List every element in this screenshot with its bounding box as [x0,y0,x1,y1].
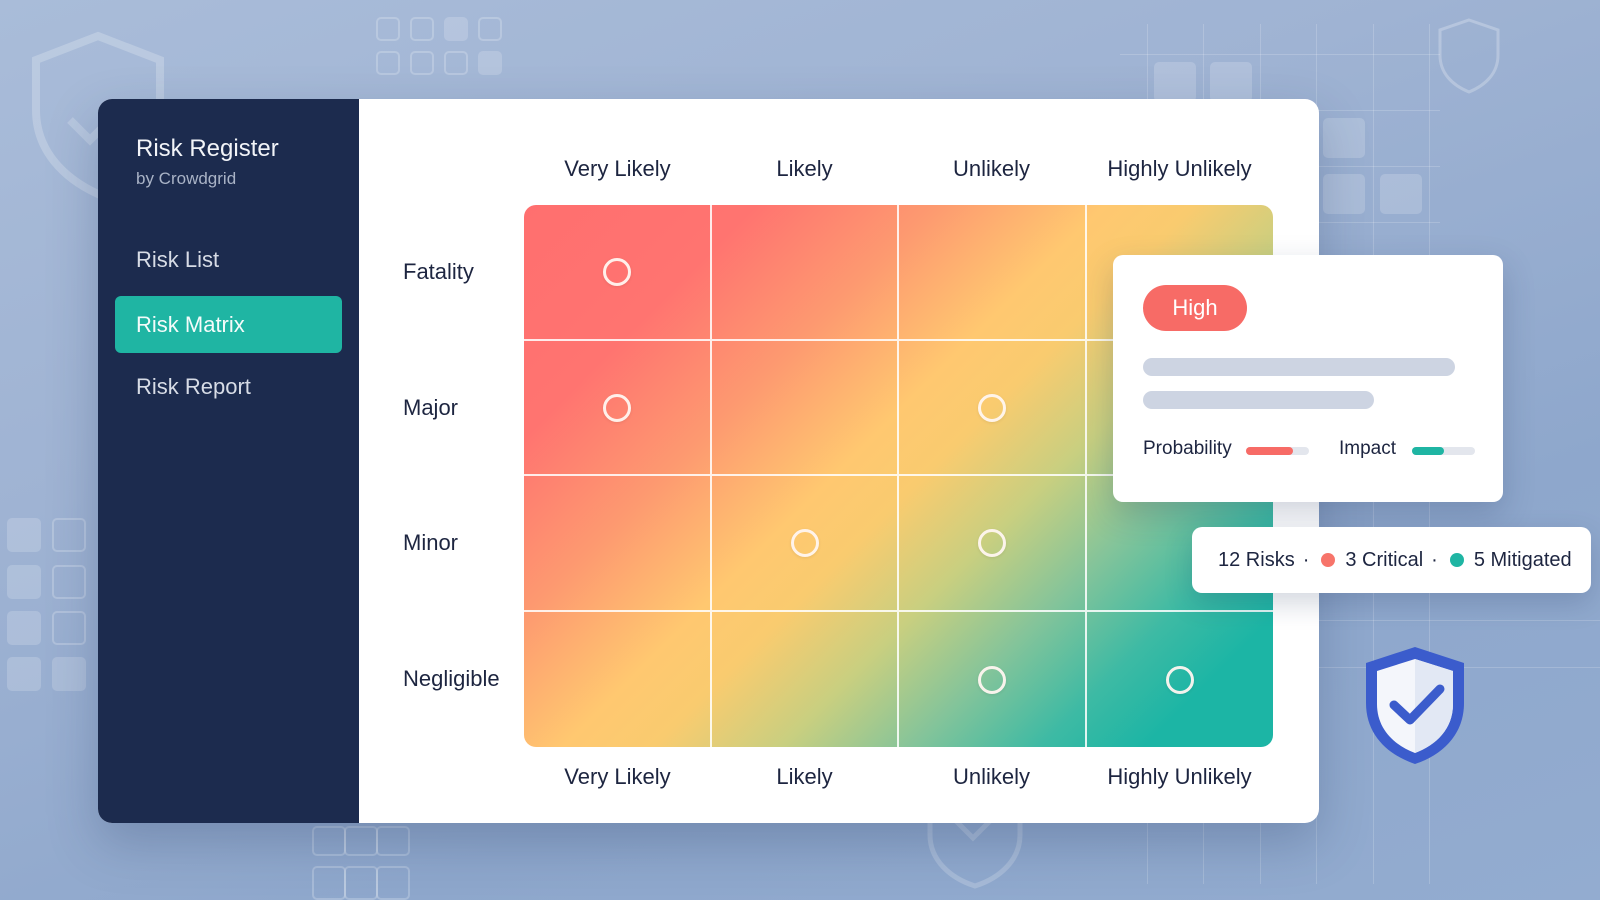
column-footer-highly-unlikely: Highly Unlikely [1107,764,1252,789]
mitigated-count: 5 Mitigated [1473,548,1572,571]
app-subtitle: by Crowdgrid [136,169,237,188]
matrix-cell[interactable] [899,476,1087,612]
risk-summary-card: 12 Risks · 3 Critical · 5 Mitigated [1192,527,1591,593]
row-label-fatality: Fatality [403,259,474,284]
matrix-cell[interactable] [524,612,712,747]
row-label-negligible: Negligible [403,666,500,691]
column-header-unlikely: Unlikely [952,156,1031,181]
probability-label: Probability [1143,438,1232,459]
separator: · [1431,548,1438,571]
app-title: Risk Register [136,135,279,162]
column-footer-unlikely: Unlikely [952,764,1031,789]
app-window: Risk Register by Crowdgrid Risk List Ris… [98,99,1319,823]
column-footer-likely: Likely [776,764,833,789]
matrix-cell[interactable] [712,476,899,612]
row-label-minor: Minor [403,530,459,555]
matrix-cell[interactable] [712,205,899,341]
sidebar-item-risk-report[interactable]: Risk Report [136,374,251,399]
risk-detail-card: High Probability Impact [1113,255,1503,502]
separator: · [1302,548,1310,571]
column-header-very-likely: Very Likely [564,156,671,181]
background-shield-icon [1438,18,1500,94]
risk-marker[interactable] [603,258,631,286]
risk-marker[interactable] [790,529,819,557]
matrix-cell[interactable] [524,341,712,476]
critical-dot-icon [1321,553,1336,567]
impact-meter [1412,447,1475,455]
matrix-cell[interactable] [712,612,899,747]
mitigated-dot-icon [1449,553,1464,567]
impact-meter-fill [1412,447,1444,455]
matrix-cell[interactable] [899,341,1087,476]
risk-marker[interactable] [1166,665,1194,694]
matrix-cell[interactable] [1087,612,1273,747]
sidebar-item-risk-list[interactable]: Risk List [136,247,220,272]
matrix-cell[interactable] [524,205,712,341]
matrix-cell[interactable] [899,205,1087,341]
matrix-cell[interactable] [899,612,1087,747]
risk-marker[interactable] [603,393,631,422]
matrix-cell[interactable] [712,341,899,476]
shield-check-icon [1366,647,1464,764]
row-label-major: Major [403,395,459,420]
risk-marker[interactable] [978,665,1006,694]
matrix-cell[interactable] [1087,476,1273,612]
sidebar-item-risk-matrix[interactable]: Risk Matrix [115,296,342,353]
matrix-cell[interactable] [524,476,712,612]
column-header-highly-unlikely: Highly Unlikely [1107,156,1252,181]
critical-count: 3 Critical [1345,548,1424,571]
risk-marker[interactable] [978,529,1006,557]
probability-meter-fill [1246,447,1294,455]
impact-label: Impact [1339,438,1397,459]
column-footer-very-likely: Very Likely [564,764,671,789]
placeholder-line [1143,358,1455,376]
sidebar: Risk Register by Crowdgrid Risk List Ris… [98,99,359,823]
column-header-likely: Likely [776,156,833,181]
severity-badge: High [1143,285,1247,331]
placeholder-line [1143,391,1374,409]
total-risks-count: 12 Risks [1218,548,1295,571]
risk-marker[interactable] [978,393,1006,422]
probability-meter [1246,447,1309,455]
